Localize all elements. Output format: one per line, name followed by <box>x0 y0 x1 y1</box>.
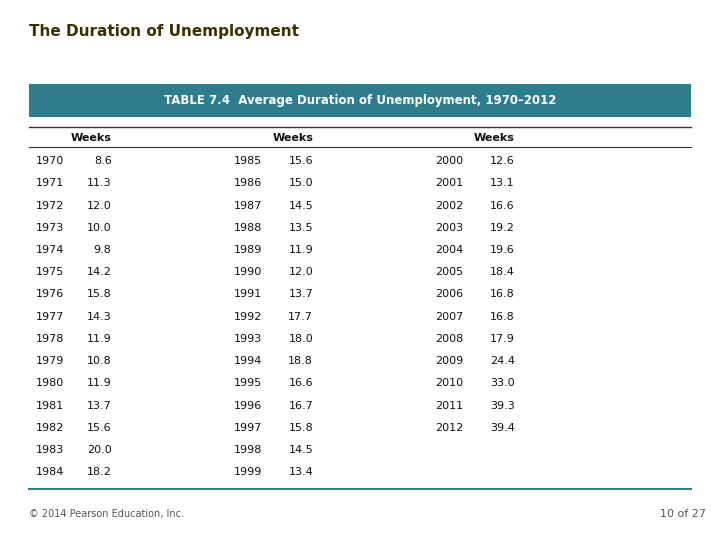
Text: 1980: 1980 <box>36 379 64 388</box>
Text: 2008: 2008 <box>436 334 464 344</box>
Text: 2003: 2003 <box>436 223 464 233</box>
Text: 2004: 2004 <box>436 245 464 255</box>
Text: 2001: 2001 <box>436 178 464 188</box>
Text: 2000: 2000 <box>436 156 464 166</box>
Text: 11.9: 11.9 <box>87 334 112 344</box>
Text: TABLE 7.4  Average Duration of Unemployment, 1970–2012: TABLE 7.4 Average Duration of Unemployme… <box>164 94 556 107</box>
Text: 19.2: 19.2 <box>490 223 515 233</box>
Text: 13.5: 13.5 <box>289 223 313 233</box>
Text: Weeks: Weeks <box>71 133 112 143</box>
Text: 1993: 1993 <box>234 334 262 344</box>
Text: 2012: 2012 <box>436 423 464 433</box>
Text: 1976: 1976 <box>36 289 64 300</box>
Text: 1989: 1989 <box>234 245 262 255</box>
Text: 1973: 1973 <box>36 223 64 233</box>
Text: 18.0: 18.0 <box>289 334 313 344</box>
Text: 13.7: 13.7 <box>289 289 313 300</box>
Text: 17.9: 17.9 <box>490 334 515 344</box>
Text: 9.8: 9.8 <box>94 245 112 255</box>
Text: 1972: 1972 <box>36 201 64 211</box>
Text: 39.3: 39.3 <box>490 401 515 410</box>
Text: 1984: 1984 <box>36 467 64 477</box>
Text: 18.8: 18.8 <box>288 356 313 366</box>
Text: 2010: 2010 <box>436 379 464 388</box>
Text: 18.4: 18.4 <box>490 267 515 277</box>
Text: 16.8: 16.8 <box>490 289 515 300</box>
Text: 1990: 1990 <box>234 267 262 277</box>
Text: 1991: 1991 <box>234 289 262 300</box>
Text: 1998: 1998 <box>234 445 262 455</box>
Text: 16.6: 16.6 <box>289 379 313 388</box>
Text: The Duration of Unemployment: The Duration of Unemployment <box>29 24 299 39</box>
Text: 1997: 1997 <box>234 423 262 433</box>
Text: 13.4: 13.4 <box>289 467 313 477</box>
Text: 1971: 1971 <box>36 178 64 188</box>
Text: 14.5: 14.5 <box>289 201 313 211</box>
Text: 33.0: 33.0 <box>490 379 515 388</box>
Text: 1999: 1999 <box>234 467 262 477</box>
Text: 20.0: 20.0 <box>87 445 112 455</box>
Text: 1988: 1988 <box>234 223 262 233</box>
Text: 2002: 2002 <box>436 201 464 211</box>
Text: Weeks: Weeks <box>272 133 313 143</box>
Text: 8.6: 8.6 <box>94 156 112 166</box>
Text: 2006: 2006 <box>436 289 464 300</box>
Text: 14.2: 14.2 <box>86 267 112 277</box>
Text: 1970: 1970 <box>36 156 64 166</box>
Text: 16.7: 16.7 <box>289 401 313 410</box>
Text: 1986: 1986 <box>234 178 262 188</box>
Text: 19.6: 19.6 <box>490 245 515 255</box>
Text: 12.6: 12.6 <box>490 156 515 166</box>
Text: 11.9: 11.9 <box>289 245 313 255</box>
Text: 16.6: 16.6 <box>490 201 515 211</box>
Text: 13.7: 13.7 <box>87 401 112 410</box>
Text: 10.0: 10.0 <box>87 223 112 233</box>
Text: 14.3: 14.3 <box>87 312 112 322</box>
Text: 16.8: 16.8 <box>490 312 515 322</box>
Text: 1982: 1982 <box>36 423 64 433</box>
Text: 1979: 1979 <box>36 356 64 366</box>
Text: 1987: 1987 <box>234 201 262 211</box>
Text: 10.8: 10.8 <box>87 356 112 366</box>
Text: 12.0: 12.0 <box>87 201 112 211</box>
Text: 15.6: 15.6 <box>289 156 313 166</box>
Text: 39.4: 39.4 <box>490 423 515 433</box>
Text: Weeks: Weeks <box>474 133 515 143</box>
Text: 14.5: 14.5 <box>289 445 313 455</box>
Text: 15.8: 15.8 <box>289 423 313 433</box>
Text: 2005: 2005 <box>436 267 464 277</box>
Text: 12.0: 12.0 <box>289 267 313 277</box>
Text: 1983: 1983 <box>36 445 64 455</box>
Text: 1978: 1978 <box>36 334 64 344</box>
Text: 18.2: 18.2 <box>86 467 112 477</box>
Text: 17.7: 17.7 <box>288 312 313 322</box>
Text: 1996: 1996 <box>234 401 262 410</box>
Text: 11.3: 11.3 <box>87 178 112 188</box>
Text: 1974: 1974 <box>36 245 64 255</box>
Text: 15.8: 15.8 <box>87 289 112 300</box>
Text: 1985: 1985 <box>234 156 262 166</box>
Text: 15.6: 15.6 <box>87 423 112 433</box>
Text: 2007: 2007 <box>436 312 464 322</box>
Text: 1995: 1995 <box>234 379 262 388</box>
Text: 2011: 2011 <box>436 401 464 410</box>
Text: 24.4: 24.4 <box>490 356 515 366</box>
Text: 13.1: 13.1 <box>490 178 515 188</box>
Text: 1975: 1975 <box>36 267 64 277</box>
Text: 10 of 27: 10 of 27 <box>660 509 706 519</box>
Text: 1994: 1994 <box>234 356 262 366</box>
Text: 15.0: 15.0 <box>289 178 313 188</box>
Text: 2009: 2009 <box>436 356 464 366</box>
Text: 1981: 1981 <box>36 401 64 410</box>
Text: 11.9: 11.9 <box>87 379 112 388</box>
Text: 1977: 1977 <box>36 312 64 322</box>
Text: 1992: 1992 <box>234 312 262 322</box>
Text: © 2014 Pearson Education, Inc.: © 2014 Pearson Education, Inc. <box>29 509 184 519</box>
